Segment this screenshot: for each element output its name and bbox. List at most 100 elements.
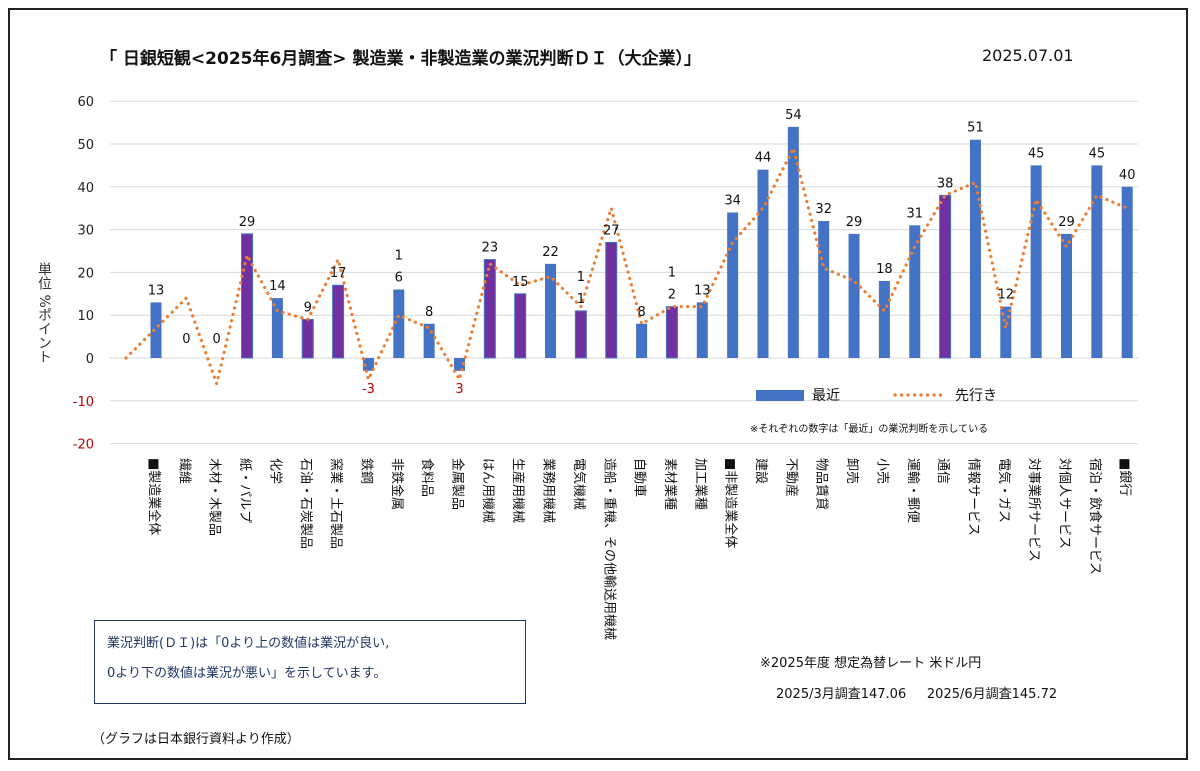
data-label: 18 — [876, 262, 893, 277]
gridlines — [110, 100, 1138, 445]
data-label: 9 — [304, 300, 312, 315]
data-label: 29 — [1058, 215, 1075, 230]
data-label-note: ※それぞれの数字は「最近」の業況判断を示している — [750, 424, 989, 435]
chart-date: 2025.07.01 — [982, 46, 1074, 65]
bar — [362, 358, 374, 371]
bar — [1000, 306, 1012, 358]
bar — [574, 310, 587, 359]
source-note: （グラフは日本銀行資料より作成） — [92, 732, 300, 747]
bar — [939, 194, 952, 359]
bar — [483, 259, 496, 359]
fx-rate-values: 2025/3月調査147.06 2025/6月調査145.72 — [776, 683, 1057, 702]
data-label: -3 — [362, 382, 375, 397]
category-label: 石油・石炭製品 — [298, 458, 313, 549]
bar — [514, 293, 527, 359]
data-label: 15 — [512, 275, 529, 290]
category-label: 繊維 — [176, 458, 192, 484]
category-labels: ■製造業全体 繊維 木材・木製品 紙・パルプ 化学 石油・石炭製品 窯業・土石製品 鉄鋼 非鉄金… — [146, 458, 1132, 640]
data-label: 0 — [213, 332, 221, 347]
bars — [150, 126, 1133, 371]
bar — [150, 302, 162, 358]
bar — [878, 280, 890, 358]
forecast-line-group — [124, 146, 1129, 386]
bar — [636, 323, 648, 358]
data-label: 34 — [724, 193, 741, 208]
category-label: 化学 — [267, 458, 283, 484]
data-label: 13 — [148, 283, 165, 298]
fx-rate-june: 2025/6月調査145.72 — [926, 687, 1058, 702]
data-label: 23 — [482, 241, 499, 256]
bar — [665, 306, 678, 359]
bar — [1061, 233, 1072, 358]
bar — [787, 126, 799, 358]
data-label: 22 — [542, 245, 559, 260]
bar — [818, 221, 830, 358]
category-label: 通信 — [935, 458, 950, 484]
data-label: 29 — [239, 215, 256, 230]
category-label: ■銀行 — [1117, 458, 1132, 496]
category-label: 素材業種 — [662, 458, 678, 510]
data-label: 0 — [182, 332, 190, 347]
data-label: 12 — [998, 288, 1015, 303]
category-label: 金属製品 — [450, 458, 466, 510]
bar — [271, 298, 283, 358]
y-tick-label: 40 — [77, 181, 94, 196]
y-tick-label: 50 — [77, 138, 94, 153]
bar — [454, 358, 465, 371]
bar — [332, 284, 345, 359]
y-tick-label: 0 — [86, 352, 94, 367]
category-label: 非鉄金属 — [389, 458, 405, 510]
category-label: 食料品 — [419, 458, 435, 497]
data-label: 13 — [694, 283, 711, 298]
category-label: 電気機械 — [571, 458, 587, 510]
bar — [241, 233, 254, 359]
category-label: 不動産 — [783, 458, 799, 497]
data-label: 29 — [846, 215, 863, 230]
data-label: 45 — [1089, 146, 1106, 161]
category-label: 電気・ガス — [996, 458, 1012, 523]
fx-rate-title: ※2025年度 想定為替レート 米ドル円 — [760, 656, 982, 671]
bar — [909, 225, 921, 358]
legend: 最近 先行き — [756, 388, 997, 404]
category-label: 窯業・土石製品 — [328, 458, 344, 549]
bar — [969, 139, 981, 358]
category-label: 加工業種 — [692, 458, 708, 510]
bar — [393, 289, 405, 358]
info-box: 業況判断(ＤＩ)は「0より上の数値は業況が良い, 0より下の数値は業況が悪い」を… — [94, 620, 526, 704]
data-label: 8 — [425, 305, 433, 320]
y-tick-label: 60 — [77, 95, 94, 110]
data-label: 27 — [603, 223, 620, 238]
bar — [757, 169, 769, 358]
bar — [545, 263, 557, 358]
category-label: 対個人サービス — [1057, 458, 1072, 549]
bar — [848, 233, 860, 358]
category-label: はん用機械 — [480, 458, 495, 523]
category-label: 鉄鋼 — [358, 458, 373, 484]
category-label: 小売 — [874, 458, 890, 484]
category-label: ■非製造業全体 — [723, 458, 739, 548]
legend-label-recent: 最近 — [812, 388, 840, 404]
category-label: 造船・重機、その他輸送用機械 — [601, 458, 617, 640]
bar — [727, 212, 739, 358]
category-label: 建設 — [753, 458, 769, 484]
y-tick-labels: 60 50 40 30 20 10 0 -10 -20 — [73, 95, 94, 452]
bar — [1030, 165, 1042, 358]
fx-rate-march: 2025/3月調査147.06 — [776, 687, 907, 702]
category-label: 宿泊・飲食サービス — [1087, 458, 1103, 575]
data-labels: 13 0 0 29 14 9 17 -3 1 6 8 3 23 15 22 1 1 27 8 1 2 13 34 44 54 32… — [148, 108, 1136, 397]
bar — [1121, 186, 1133, 358]
category-label: 木材・木製品 — [207, 458, 222, 536]
category-label: 物品賃貸 — [814, 458, 830, 510]
category-label: 自動車 — [632, 458, 647, 497]
data-label: 38 — [937, 176, 954, 191]
info-line-1: 業況判断(ＤＩ)は「0より上の数値は業況が良い, — [107, 636, 390, 651]
data-label: 14 — [269, 279, 286, 294]
category-label: 対事業所サービス — [1026, 458, 1042, 562]
y-tick-label: -20 — [73, 438, 94, 453]
forecast-line — [124, 146, 1129, 386]
data-label: 32 — [815, 202, 832, 217]
y-axis-unit-label: 単位 %ポイント — [36, 262, 52, 364]
data-label: 54 — [785, 108, 802, 123]
